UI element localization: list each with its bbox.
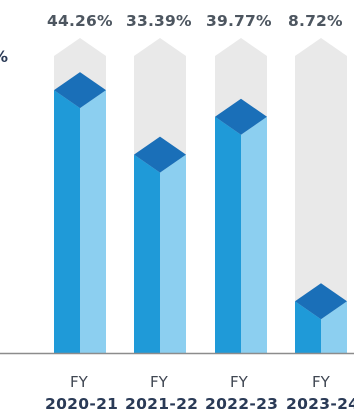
bar-side-face — [80, 90, 106, 354]
bar-top-face — [215, 98, 267, 135]
category-year-label: 2022-23 — [205, 395, 279, 413]
category-year-label: 2021-22 — [125, 395, 199, 413]
category-prefix-label: FY — [150, 373, 168, 391]
category-year-label: 2023-24 — [286, 395, 354, 413]
bar-side-face — [241, 116, 267, 353]
bar-side-face — [160, 154, 186, 353]
category-prefix-label: FY — [70, 373, 88, 391]
bar-track — [295, 38, 347, 353]
bar-front-face — [215, 116, 241, 353]
category-prefix-label: FY — [230, 373, 248, 391]
bar-top-face — [134, 136, 186, 173]
bar-value-label: 44.26% — [47, 12, 113, 30]
bar-value-label: 39.77% — [206, 12, 272, 30]
bar-value-label: 33.39% — [126, 12, 192, 30]
bar-front-face — [54, 90, 80, 354]
bar-front-face — [134, 154, 160, 353]
category-prefix-label: FY — [312, 373, 330, 391]
bar-top-face — [295, 283, 347, 320]
unit-fragment-label: % — [0, 47, 8, 66]
bar-side-face — [321, 301, 347, 353]
bar-value-label: 8.72% — [288, 12, 343, 30]
bar-top-face — [54, 72, 106, 109]
category-year-label: 2020-21 — [45, 395, 119, 413]
bar-front-face — [295, 301, 321, 353]
